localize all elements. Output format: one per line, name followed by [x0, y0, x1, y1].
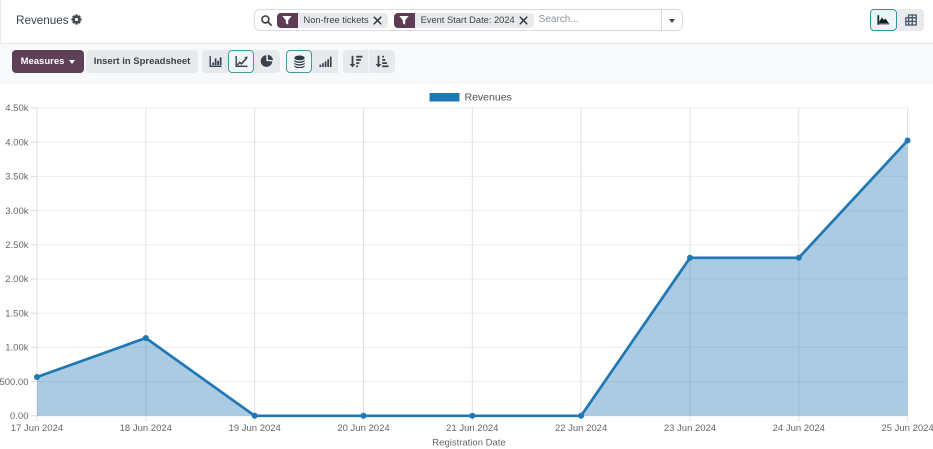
svg-text:3.00k: 3.00k [5, 206, 28, 217]
svg-text:0.00: 0.00 [10, 411, 29, 422]
svg-text:500.00: 500.00 [0, 377, 29, 388]
svg-text:18 Jun 2024: 18 Jun 2024 [120, 423, 172, 434]
svg-text:1.50k: 1.50k [5, 308, 28, 319]
svg-text:2.00k: 2.00k [5, 274, 28, 285]
svg-text:19 Jun 2024: 19 Jun 2024 [229, 423, 281, 434]
svg-text:17 Jun 2024: 17 Jun 2024 [11, 423, 63, 434]
svg-text:4.00k: 4.00k [5, 137, 28, 148]
svg-text:3.50k: 3.50k [5, 172, 28, 183]
svg-text:20 Jun 2024: 20 Jun 2024 [337, 423, 389, 434]
svg-text:4.50k: 4.50k [5, 103, 28, 114]
svg-text:Registration Date: Registration Date [432, 438, 505, 449]
svg-text:25 Jun 2024: 25 Jun 2024 [881, 423, 933, 434]
svg-text:23 Jun 2024: 23 Jun 2024 [664, 423, 716, 434]
svg-text:Revenues: Revenues [465, 92, 512, 104]
svg-text:24 Jun 2024: 24 Jun 2024 [773, 423, 825, 434]
svg-text:2.50k: 2.50k [5, 240, 28, 251]
svg-text:21 Jun 2024: 21 Jun 2024 [446, 423, 498, 434]
svg-text:22 Jun 2024: 22 Jun 2024 [555, 423, 607, 434]
svg-text:1.00k: 1.00k [5, 343, 28, 354]
